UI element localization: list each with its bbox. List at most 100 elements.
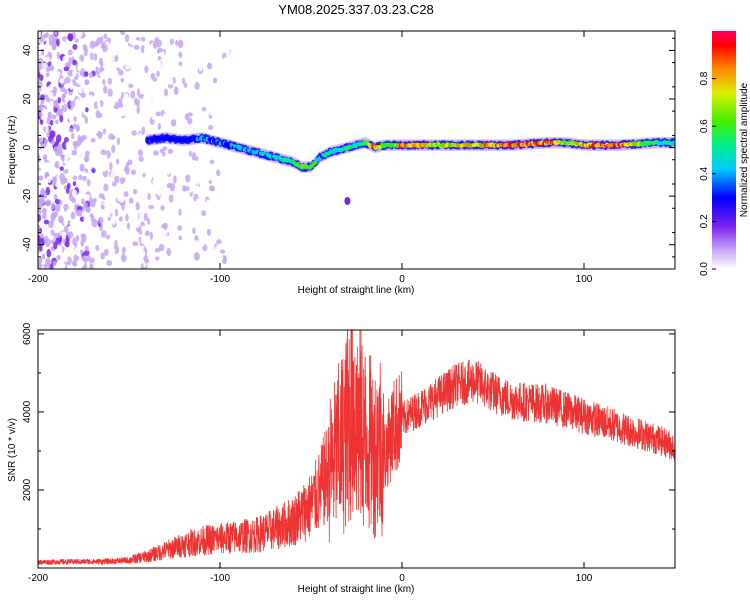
spectrogram-noise-cell bbox=[63, 185, 68, 190]
spectrogram-noise-cell bbox=[238, 70, 243, 76]
spectrogram-noise-cell bbox=[266, 94, 271, 103]
spectrogram-noise-cell bbox=[58, 159, 63, 167]
spectrogram-noise-cell bbox=[55, 232, 61, 238]
spectrogram-noise-cell bbox=[200, 241, 204, 248]
spectrogram-noise-cell bbox=[149, 263, 154, 269]
spectrogram-noise-cell bbox=[64, 137, 69, 143]
spectrogram-noise-cell bbox=[44, 56, 51, 63]
spectrogram-noise-cell bbox=[157, 233, 163, 240]
spectrogram-noise-cell bbox=[246, 200, 252, 209]
spectrogram-noise-cell bbox=[258, 45, 264, 52]
spectrogram-noise-cell bbox=[170, 264, 175, 269]
spectrogram-noise-cell bbox=[161, 117, 167, 126]
spectrogram-noise-cell bbox=[120, 231, 126, 239]
spectrogram-noise-cell bbox=[70, 132, 75, 140]
spectrogram-noise-cell bbox=[218, 148, 223, 153]
spectrogram-noise-cell bbox=[45, 125, 49, 133]
spectrogram-noise-cell bbox=[183, 36, 190, 42]
spectrogram-noise-cell bbox=[258, 231, 262, 239]
spectrogram-noise-cell bbox=[232, 244, 239, 254]
snr-y-label: SNR (10 * v/v) bbox=[7, 418, 18, 482]
spectrogram-noise-cell bbox=[72, 123, 78, 129]
spectrogram-noise-cell bbox=[132, 51, 138, 58]
spectrogram-noise-cell bbox=[89, 40, 96, 49]
spectrogram-noise-cell bbox=[190, 66, 196, 76]
spectrogram-noise-cell bbox=[64, 76, 71, 84]
snr-x-label: Height of straight line (km) bbox=[298, 584, 415, 595]
spectrogram-noise-cell bbox=[77, 78, 83, 85]
spectrogram-noise-cell bbox=[222, 123, 227, 131]
spectrogram-noise-cell bbox=[39, 104, 44, 111]
spectrogram-noise-cell bbox=[88, 257, 95, 264]
spectrogram-noise-cell bbox=[64, 97, 71, 102]
spectrogram-noise-cell bbox=[38, 261, 41, 269]
spectrogram-noise-cell bbox=[86, 38, 91, 45]
spectrogram-noise-cell bbox=[247, 257, 252, 264]
spectrogram-noise-cell bbox=[78, 182, 83, 191]
spectrogram-noise-cell bbox=[205, 199, 212, 208]
spectrogram-noise-cell bbox=[58, 215, 64, 224]
spectrogram-noise-cell bbox=[66, 147, 72, 153]
spectrogram-noise-cell bbox=[142, 95, 149, 103]
spectrogram-noise-cell bbox=[81, 38, 87, 45]
snr-x-tick-label: 100 bbox=[576, 573, 593, 584]
spectrogram-noise-cell bbox=[71, 189, 78, 198]
spectrogram-noise-cell bbox=[88, 141, 93, 147]
spectrogram-noise-cell bbox=[84, 79, 88, 85]
spectrogram-noise-cell bbox=[135, 222, 140, 229]
spectrogram-noise-cell bbox=[231, 261, 237, 269]
spectrogram-noise-cell bbox=[266, 126, 272, 135]
spectrogram-noise-cell bbox=[153, 198, 158, 208]
spectrogram-noise-cell bbox=[197, 104, 203, 110]
spectrogram-noise-cell bbox=[92, 127, 99, 135]
spectrogram-noise-cell bbox=[152, 150, 159, 156]
spectrogram-noise-cell bbox=[88, 242, 93, 249]
spectrogram-noise-cell bbox=[98, 66, 105, 72]
spectrogram-noise-cell bbox=[259, 192, 266, 199]
spectrogram-noise-cell bbox=[97, 132, 103, 140]
spectrogram-noise-cell bbox=[158, 169, 163, 176]
spectrogram-noise-cell bbox=[144, 173, 151, 181]
spectrogram-noise-cell bbox=[140, 249, 146, 258]
spectrogram-noise-cell bbox=[51, 202, 55, 210]
spectrogram-noise-cell bbox=[63, 225, 69, 234]
spectrogram-noise-cell bbox=[38, 79, 43, 89]
spectrogram-noise-cell bbox=[177, 79, 183, 85]
spectrogram-noise-cell bbox=[197, 233, 203, 242]
spectrogram-noise-cell bbox=[45, 199, 52, 207]
spectrogram-noise-cell bbox=[89, 52, 94, 61]
spectrogram-noise-cell bbox=[124, 34, 130, 43]
spectrogram-noise-cell bbox=[82, 265, 87, 269]
spectrogram-ridge-cell bbox=[672, 140, 675, 145]
spectrogram-noise-cell bbox=[83, 155, 90, 163]
spectrogram-noise-cell bbox=[124, 166, 128, 173]
spectrogram-noise-cell bbox=[246, 158, 252, 165]
spectrogram-noise-cell bbox=[100, 230, 107, 238]
spectrogram-noise-cell bbox=[211, 186, 215, 192]
spectrogram-noise-cell bbox=[89, 60, 95, 69]
spectrogram-noise-cell bbox=[230, 89, 236, 96]
spectrogram-noise-cell bbox=[77, 134, 82, 143]
spectrogram-noise-cell bbox=[204, 255, 210, 264]
spectrogram-noise-cell bbox=[118, 197, 125, 203]
spectrogram-noise-cell bbox=[98, 93, 104, 102]
spectrogram-noise-cell bbox=[88, 94, 94, 104]
spectrogram-noise-cell bbox=[177, 225, 183, 231]
spectrogram-noise-cell bbox=[270, 170, 276, 178]
spectrogram-noise-cell bbox=[201, 210, 207, 216]
spectrogram-noise-cell bbox=[113, 104, 120, 110]
spectrogram-noise-cell bbox=[186, 43, 190, 51]
spectrogram-noise-cell bbox=[114, 208, 119, 217]
spectrogram-noise-cell bbox=[78, 106, 84, 112]
spectrogram-noise-cell bbox=[120, 31, 126, 36]
spectrogram-noise-cell bbox=[56, 38, 60, 47]
spectrogram-noise-cell bbox=[68, 56, 72, 66]
spectrogram-noise-cell bbox=[271, 118, 277, 124]
spectrogram-noise-cell bbox=[242, 110, 248, 116]
spectrogram-noise-cell bbox=[54, 99, 59, 108]
spectrogram-noise-cell bbox=[271, 84, 276, 90]
spectrogram-noise-cell bbox=[214, 109, 218, 115]
spectrogram-noise-cell bbox=[72, 69, 77, 77]
spectrogram-noise-cell bbox=[188, 207, 194, 215]
spectrogram-noise-cell bbox=[212, 77, 218, 84]
